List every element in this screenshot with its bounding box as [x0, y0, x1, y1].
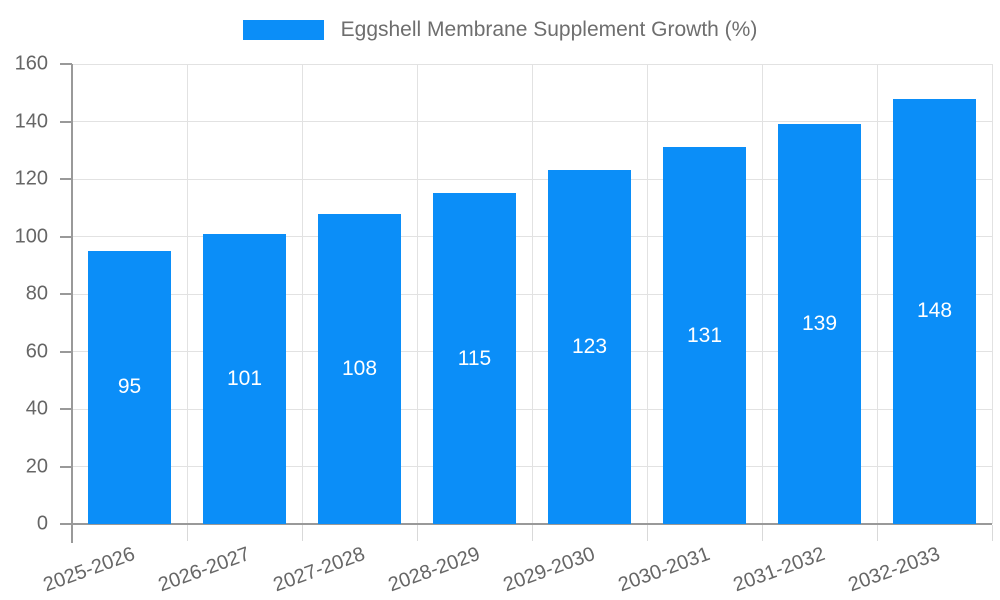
y-axis-label: 140 [14, 110, 48, 132]
y-axis-tick [60, 350, 72, 353]
x-axis-tick [991, 525, 993, 541]
gridline-vertical [416, 64, 418, 524]
y-axis-tick [60, 465, 72, 468]
bar-2029-2030[interactable]: 123 [548, 170, 631, 524]
legend-label: Eggshell Membrane Supplement Growth (%) [340, 18, 758, 41]
bar-2032-2033[interactable]: 148 [893, 98, 976, 524]
x-axis-tick [646, 525, 648, 541]
bar-value-label: 115 [457, 346, 492, 370]
bar-value-label: 101 [226, 366, 263, 390]
gridline-vertical [991, 64, 993, 524]
bar-value-label: 95 [117, 375, 142, 399]
bar-value-label: 139 [801, 312, 838, 336]
legend-swatch [242, 20, 324, 40]
y-axis-label: 40 [25, 397, 48, 420]
x-axis-tick [761, 525, 763, 541]
x-axis-tick [531, 525, 533, 541]
gridline-vertical [301, 64, 303, 524]
y-axis-line [71, 64, 73, 543]
gridline-vertical [186, 64, 188, 524]
y-axis-label: 160 [14, 52, 48, 75]
y-axis-tick [60, 63, 72, 65]
y-axis-tick [60, 293, 72, 295]
bar-value-label: 148 [916, 299, 953, 323]
x-axis-tick [301, 525, 303, 541]
x-axis-line [72, 523, 992, 525]
bar-value-label: 131 [686, 323, 723, 347]
y-axis-label: 60 [25, 340, 48, 362]
y-axis-tick [60, 178, 72, 180]
bar-2026-2027[interactable]: 101 [203, 233, 286, 524]
legend-item[interactable]: Eggshell Membrane Supplement Growth (%) [242, 16, 758, 44]
gridline-vertical [876, 64, 878, 524]
y-axis-label: 20 [25, 455, 48, 477]
x-axis-tick [416, 525, 418, 541]
x-axis-tick [876, 525, 878, 541]
bar-2030-2031[interactable]: 131 [663, 147, 746, 524]
bar-2028-2029[interactable]: 115 [433, 193, 516, 524]
bar-2031-2032[interactable]: 139 [778, 124, 861, 524]
bar-2025-2026[interactable]: 95 [88, 250, 171, 524]
gridline-vertical [761, 64, 763, 524]
chart-legend: Eggshell Membrane Supplement Growth (%) [0, 16, 1000, 44]
x-axis-tick [186, 525, 188, 541]
y-axis-tick [60, 408, 72, 410]
gridline-vertical [531, 64, 533, 524]
y-axis-label: 0 [36, 512, 48, 535]
y-axis-tick [60, 235, 72, 238]
y-axis-label: 120 [14, 167, 48, 190]
bar-2027-2028[interactable]: 108 [318, 213, 401, 524]
gridline-vertical [646, 64, 648, 524]
y-axis-label: 100 [14, 225, 48, 247]
bar-value-label: 123 [571, 335, 608, 359]
y-axis-tick [60, 120, 72, 123]
y-axis-label: 80 [25, 282, 48, 305]
bar-value-label: 108 [341, 356, 378, 380]
y-axis-tick [60, 523, 72, 525]
